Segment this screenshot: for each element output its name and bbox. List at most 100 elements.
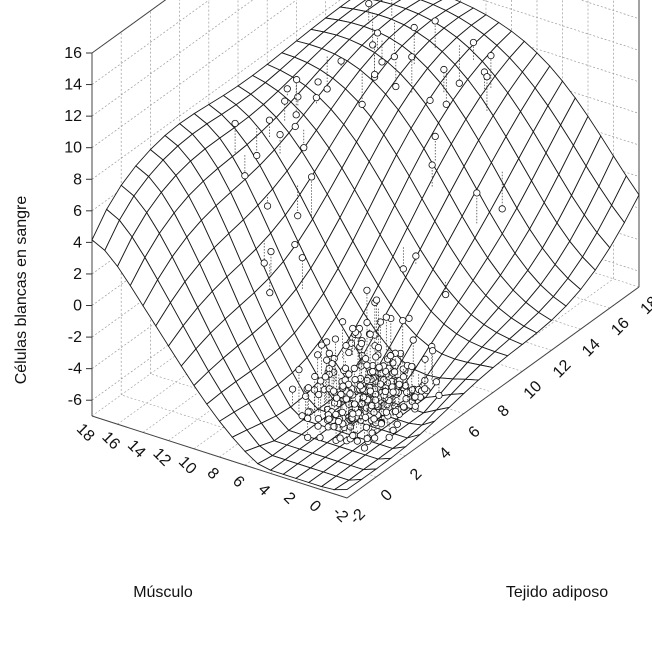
data-point bbox=[318, 341, 326, 349]
data-point bbox=[345, 348, 353, 357]
y-tick-label: 10 bbox=[175, 453, 200, 478]
z-axis-label: Células blancas en sangre bbox=[13, 196, 30, 385]
y-tick-label: 12 bbox=[149, 445, 174, 470]
data-point bbox=[316, 433, 324, 442]
z-tick-label: 10 bbox=[64, 140, 82, 157]
x-axis-label: Tejido adiposo bbox=[506, 584, 608, 601]
data-point bbox=[265, 116, 274, 124]
data-point bbox=[338, 318, 347, 326]
z-tick-label: 0 bbox=[73, 298, 82, 315]
data-point bbox=[356, 382, 364, 390]
data-point bbox=[304, 414, 312, 422]
data-point bbox=[312, 94, 320, 102]
data-point bbox=[386, 352, 395, 360]
z-tick-label: -6 bbox=[68, 392, 82, 409]
data-point bbox=[349, 410, 357, 418]
data-point bbox=[368, 402, 376, 410]
data-point bbox=[390, 53, 398, 61]
data-point bbox=[357, 339, 366, 348]
data-point bbox=[372, 353, 380, 361]
data-point bbox=[473, 189, 481, 197]
x-tick-label: 12 bbox=[550, 357, 575, 382]
data-point bbox=[395, 380, 403, 388]
x-tick-label: 14 bbox=[579, 336, 604, 361]
data-point bbox=[371, 70, 379, 79]
z-axis-ticks: 16 14 12 10 8 6 4 2 0 -2 -4 -6 bbox=[64, 45, 92, 409]
data-point bbox=[455, 79, 463, 87]
data-point bbox=[370, 415, 378, 423]
data-point bbox=[325, 415, 333, 423]
data-point bbox=[366, 387, 374, 395]
data-point bbox=[409, 336, 417, 344]
data-point bbox=[421, 355, 429, 363]
data-point bbox=[376, 318, 385, 326]
z-tick-label: 12 bbox=[64, 108, 82, 125]
data-point bbox=[311, 372, 319, 381]
data-point bbox=[323, 356, 331, 364]
x-tick-label: 18 bbox=[638, 293, 652, 318]
data-point bbox=[353, 437, 361, 445]
data-point bbox=[421, 376, 429, 384]
grid-line bbox=[91, 0, 254, 117]
scatter-points bbox=[231, 0, 506, 452]
grid-line bbox=[91, 0, 210, 85]
data-point bbox=[399, 373, 408, 381]
axes-box bbox=[91, 0, 640, 499]
data-point bbox=[332, 410, 340, 419]
data-point bbox=[428, 161, 436, 169]
data-point bbox=[405, 314, 413, 322]
x-tick-label: 2 bbox=[407, 465, 425, 483]
data-point bbox=[373, 29, 382, 37]
data-point bbox=[314, 351, 322, 359]
data-point bbox=[408, 53, 416, 61]
data-point bbox=[267, 247, 275, 256]
z-tick-label: 6 bbox=[73, 203, 82, 220]
data-point bbox=[304, 408, 312, 416]
data-point bbox=[442, 290, 450, 299]
data-point bbox=[411, 393, 419, 401]
data-point bbox=[231, 119, 239, 128]
data-point bbox=[428, 347, 437, 355]
y-axis-label: Músculo bbox=[133, 584, 193, 601]
y-tick-label: 16 bbox=[98, 429, 123, 454]
data-point bbox=[362, 423, 370, 431]
data-point bbox=[366, 330, 374, 338]
z-tick-label: 16 bbox=[64, 45, 82, 62]
data-point bbox=[304, 433, 312, 442]
grid-line bbox=[91, 0, 640, 180]
data-point bbox=[260, 259, 268, 267]
data-point bbox=[349, 324, 357, 333]
data-point bbox=[382, 313, 390, 321]
data-point bbox=[276, 131, 284, 139]
y-tick-label: 0 bbox=[306, 497, 324, 515]
data-point bbox=[263, 202, 272, 210]
data-point bbox=[283, 85, 291, 93]
data-point bbox=[314, 78, 322, 86]
data-point bbox=[314, 422, 322, 430]
data-point bbox=[432, 378, 440, 386]
data-point bbox=[323, 338, 331, 346]
data-point bbox=[431, 17, 439, 25]
data-point bbox=[241, 172, 249, 180]
z-tick-label: 8 bbox=[73, 171, 82, 188]
z-tick-label: 14 bbox=[64, 77, 82, 94]
data-point bbox=[292, 111, 300, 119]
data-point bbox=[487, 52, 495, 60]
data-point bbox=[336, 434, 344, 442]
data-point bbox=[315, 390, 323, 399]
axis-edge bbox=[91, 415, 348, 499]
y-tick-label: 4 bbox=[255, 481, 273, 499]
data-point bbox=[300, 144, 308, 152]
data-point bbox=[378, 58, 386, 66]
x-tick-label: 4 bbox=[436, 444, 454, 462]
data-point bbox=[399, 317, 407, 325]
data-point bbox=[376, 380, 385, 388]
data-point bbox=[342, 395, 351, 403]
data-point bbox=[369, 368, 377, 376]
data-point bbox=[321, 373, 330, 381]
data-point bbox=[363, 361, 371, 369]
data-point bbox=[337, 57, 345, 65]
data-point bbox=[403, 388, 411, 396]
data-point bbox=[302, 392, 310, 400]
data-point bbox=[431, 132, 439, 140]
